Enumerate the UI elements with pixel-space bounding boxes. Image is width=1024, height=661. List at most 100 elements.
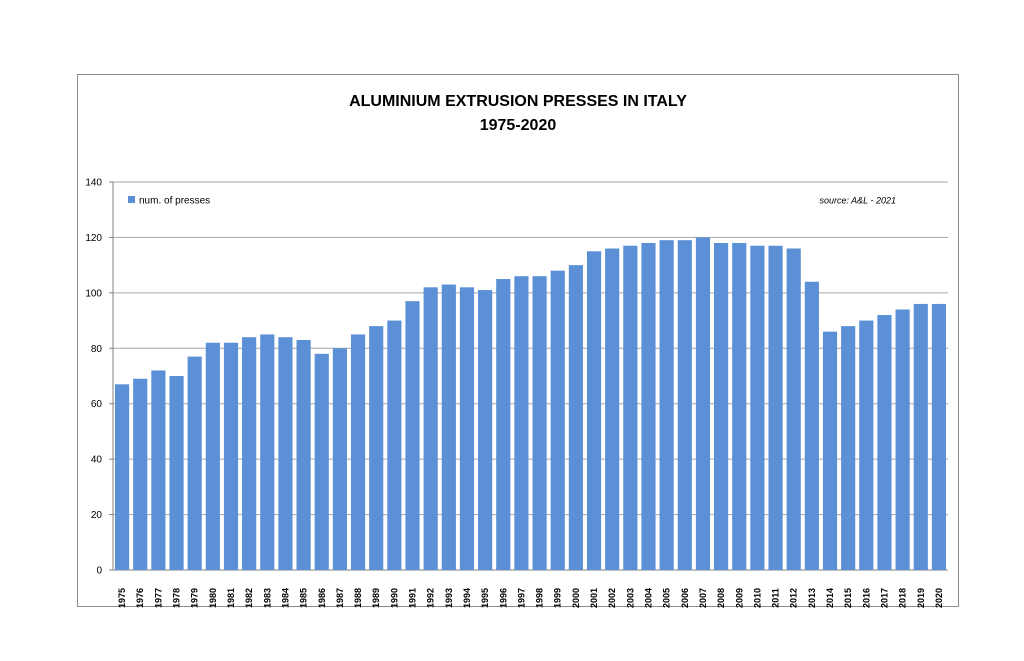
x-tick-label: 2010 — [752, 588, 762, 608]
bar-2012 — [786, 248, 801, 570]
bar-2008 — [714, 242, 729, 570]
bar-1996 — [496, 279, 511, 570]
x-tick-label: 2007 — [698, 588, 708, 608]
x-tick-label: 1984 — [280, 588, 290, 608]
bar-2015 — [841, 326, 856, 570]
bar-1999 — [550, 270, 565, 570]
x-tick-label: 1996 — [498, 588, 508, 608]
x-tick-label: 1999 — [553, 588, 563, 608]
bar-2005 — [659, 240, 674, 570]
x-tick-label: 2013 — [807, 588, 817, 608]
y-tick-label: 0 — [96, 566, 102, 577]
bar-1978 — [169, 376, 184, 570]
bar-1981 — [223, 342, 239, 570]
bar-1977 — [151, 370, 166, 570]
bar-2020 — [931, 303, 947, 570]
x-tick-label: 2019 — [916, 588, 926, 608]
x-tick-label: 2014 — [825, 588, 835, 608]
x-tick-label: 1975 — [117, 588, 127, 608]
bar-2006 — [677, 240, 692, 570]
legend-label: num. of presses — [139, 196, 210, 207]
bar-2003 — [623, 245, 638, 570]
bar-2007 — [695, 237, 711, 570]
x-tick-label: 2020 — [934, 588, 944, 608]
bar-1979 — [187, 356, 202, 570]
bar-1975 — [114, 384, 130, 570]
legend-swatch — [128, 196, 135, 203]
bar-2011 — [768, 245, 783, 570]
bar-1988 — [350, 334, 366, 570]
x-tick-label: 2000 — [571, 588, 581, 608]
x-tick-label: 2018 — [898, 588, 908, 608]
bar-2004 — [641, 242, 656, 570]
bar-2001 — [586, 251, 602, 571]
chart-title: ALUMINIUM EXTRUSION PRESSES IN ITALY — [349, 93, 687, 110]
x-tick-label: 1993 — [444, 588, 454, 608]
bar-1984 — [278, 337, 293, 570]
bar-2010 — [750, 245, 765, 570]
y-tick-label: 100 — [85, 288, 102, 299]
bar-2016 — [859, 320, 874, 570]
bar-1993 — [441, 284, 456, 570]
x-tick-label: 2006 — [680, 588, 690, 608]
bar-1986 — [314, 353, 329, 570]
y-tick-label: 140 — [85, 178, 102, 189]
x-tick-label: 1992 — [426, 588, 436, 608]
x-tick-label: 1991 — [408, 588, 418, 608]
x-tick-label: 1997 — [516, 588, 526, 608]
x-tick-label: 2004 — [643, 588, 653, 608]
x-tick-label: 1983 — [262, 588, 272, 608]
x-tick-label: 2012 — [789, 588, 799, 608]
x-tick-label: 2011 — [771, 588, 781, 608]
x-tick-label: 1982 — [244, 588, 254, 608]
y-tick-label: 80 — [91, 344, 103, 355]
bar-1995 — [478, 290, 493, 570]
x-tick-label: 1976 — [135, 588, 145, 608]
chart-subtitle: 1975-2020 — [479, 117, 557, 134]
bar-1985 — [296, 339, 311, 570]
x-tick-label: 1986 — [317, 588, 327, 608]
x-tick-label: 2001 — [589, 588, 599, 608]
x-tick-label: 2008 — [716, 588, 726, 608]
bar-1990 — [387, 320, 402, 570]
bar-2019 — [913, 303, 928, 570]
x-tick-label: 1980 — [208, 588, 218, 608]
x-tick-label: 1998 — [535, 588, 545, 608]
x-tick-label: 1987 — [335, 588, 345, 608]
bar-1983 — [260, 334, 275, 570]
bar-2009 — [732, 242, 747, 570]
x-tick-label: 1989 — [371, 588, 381, 608]
bar-1998 — [532, 276, 547, 570]
y-tick-label: 120 — [85, 233, 102, 244]
x-tick-label: 2017 — [879, 588, 889, 608]
x-tick-label: 1990 — [389, 588, 399, 608]
x-tick-label: 1979 — [190, 588, 200, 608]
x-tick-label: 2015 — [843, 588, 853, 608]
x-tick-label: 1994 — [462, 588, 472, 608]
y-tick-label: 40 — [91, 455, 103, 466]
bar-2017 — [877, 315, 892, 570]
bar-2000 — [568, 265, 583, 570]
x-tick-label: 1978 — [172, 588, 182, 608]
x-tick-label: 1995 — [480, 588, 490, 608]
x-tick-label: 1977 — [153, 588, 163, 608]
x-tick-label: 2005 — [662, 588, 672, 608]
bar-1980 — [205, 342, 220, 570]
bar-2018 — [895, 309, 910, 570]
x-tick-label: 2009 — [734, 588, 744, 608]
x-tick-label: 2003 — [625, 588, 635, 608]
bar-2013 — [804, 281, 819, 570]
x-tick-label: 1981 — [226, 588, 236, 608]
bar-2014 — [822, 331, 838, 570]
x-tick-label: 2016 — [861, 588, 871, 608]
y-tick-label: 60 — [91, 399, 103, 410]
bar-1976 — [133, 378, 148, 570]
x-tick-label: 1988 — [353, 588, 363, 608]
bar-1994 — [459, 287, 475, 570]
source-note: source: A&L - 2021 — [819, 196, 896, 206]
bar-1989 — [369, 326, 384, 570]
bar-2002 — [605, 248, 620, 570]
x-tick-label: 1985 — [299, 588, 309, 608]
bar-1991 — [405, 301, 420, 570]
